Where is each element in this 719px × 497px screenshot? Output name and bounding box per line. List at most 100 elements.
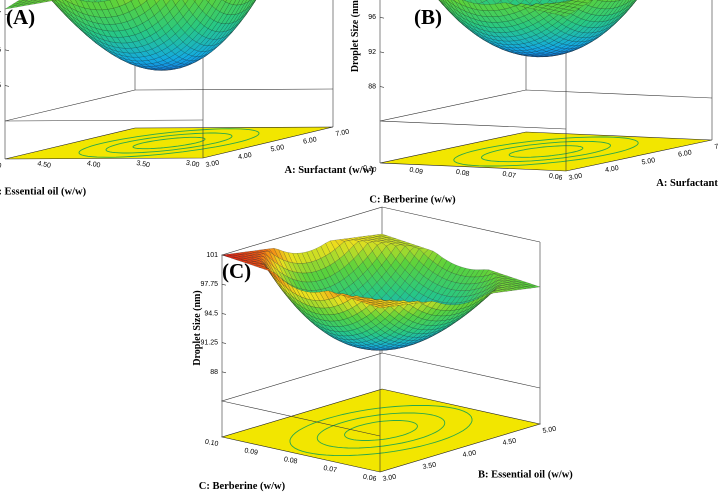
z-axis-title: Droplet Size (nm) xyxy=(192,290,203,365)
z-tick-mark xyxy=(379,86,385,88)
z-tick-mark xyxy=(221,254,227,257)
surface-plot-3: 88 91.25 94.5 97.75 101 Droplet Size (nm) 3.00… xyxy=(192,206,573,492)
x-tick-label: 3.50 xyxy=(422,462,437,471)
y-axis-title: C: Berberine (w/w) xyxy=(369,195,456,206)
response-surface xyxy=(438,0,637,57)
surface-cell xyxy=(194,0,204,7)
surface-plot-1: 88.590.692.794.896.9Droplet Size (nm)3.0… xyxy=(0,0,374,198)
surface-cell xyxy=(499,0,502,2)
box-base-edges xyxy=(379,89,713,130)
surface-cell xyxy=(45,0,54,2)
z-tick-mark xyxy=(379,16,385,19)
y-axis-title: C: Berberine (w/w) xyxy=(199,481,286,492)
z-tick-label: 101 xyxy=(206,252,218,259)
contour-floor xyxy=(379,131,713,172)
contour-line xyxy=(78,128,260,158)
z-tick-label: 88 xyxy=(210,369,218,376)
z-tick-label: 92 xyxy=(368,49,376,56)
contour-line xyxy=(344,420,418,441)
y-tick-label: 0.10 xyxy=(204,439,219,448)
panel-label: (A) xyxy=(6,5,35,29)
surface-cell xyxy=(254,0,256,2)
x-axis-title: A: Surfactant (w/w) xyxy=(656,178,719,189)
surface-cell xyxy=(636,0,637,1)
surface-cell xyxy=(208,0,216,7)
y-tick-label: 0.07 xyxy=(502,171,517,180)
surface-cell xyxy=(225,0,232,4)
z-tick-label: 97.75 xyxy=(200,281,218,288)
z-tick-label: 91.25 xyxy=(200,340,218,347)
y-tick-label: 0.10 xyxy=(362,165,377,174)
surface-cell xyxy=(615,0,620,2)
surface-cell xyxy=(154,0,160,4)
x-tick-label: 7.00 xyxy=(335,129,350,138)
z-tick-label: 94.5 xyxy=(204,310,218,317)
z-tick-mark xyxy=(379,51,385,54)
response-surface xyxy=(4,0,257,71)
x-tick-label: 4.00 xyxy=(462,450,477,459)
contour-floor xyxy=(220,388,542,473)
surface-cell xyxy=(206,0,210,3)
surface-cell xyxy=(163,0,171,5)
box-base-edges xyxy=(4,88,334,122)
z-tick-mark xyxy=(221,283,227,286)
x-tick-label: 4.00 xyxy=(605,165,620,174)
z-tick-label: 88 xyxy=(368,83,376,90)
z-tick-mark xyxy=(221,371,227,374)
surface-cell xyxy=(172,0,180,6)
z-tick-mark xyxy=(4,85,10,87)
y-tick-label: 3.50 xyxy=(136,160,151,169)
surface-cell xyxy=(138,0,147,6)
surface-cell xyxy=(123,0,132,5)
surface-cell xyxy=(452,0,456,2)
x-tick-label: 7.00 xyxy=(714,142,719,151)
contour-line xyxy=(481,140,611,163)
z-tick-mark xyxy=(4,49,10,52)
surface-cell xyxy=(560,12,571,17)
surface-cell xyxy=(446,0,449,2)
panel-label: (B) xyxy=(414,5,442,29)
z-tick-label: 88.5 xyxy=(0,82,1,89)
y-tick-label: 0.07 xyxy=(323,465,338,474)
surface-cell xyxy=(130,0,133,2)
z-tick-label: 90.6 xyxy=(0,47,1,54)
y-tick-label: 0.09 xyxy=(244,447,259,456)
z-tick-label: 96 xyxy=(368,14,376,21)
y-tick-label: 4.00 xyxy=(86,160,101,169)
x-axis-title: B: Essential oil (w/w) xyxy=(478,470,573,481)
x-tick-label: 4.00 xyxy=(238,152,253,161)
contour-line xyxy=(289,404,473,457)
y-tick-label: 3.00 xyxy=(185,160,200,169)
surface-cell xyxy=(606,0,613,2)
y-tick-label: 4.50 xyxy=(37,160,52,169)
z-tick-mark xyxy=(221,313,227,315)
surface-cell xyxy=(602,0,608,2)
surface-cell xyxy=(51,0,58,1)
y-tick-label: 5.00 xyxy=(0,161,2,170)
surface-cell xyxy=(439,0,440,1)
y-tick-label: 0.09 xyxy=(409,167,424,176)
contour-line xyxy=(105,132,233,154)
x-tick-label: 3.00 xyxy=(205,160,220,169)
z-tick-mark xyxy=(4,13,10,16)
x-tick-label: 6.00 xyxy=(678,149,693,158)
z-axis-title: Droplet Size (nm) xyxy=(350,0,361,72)
surface-cell xyxy=(610,0,617,2)
surface-cell xyxy=(536,0,542,3)
box-base-edges xyxy=(220,352,541,437)
contour-floor xyxy=(4,126,334,160)
response-surface xyxy=(221,233,541,351)
panel-label: (C) xyxy=(222,259,251,283)
z-tick-label: 92.7 xyxy=(0,11,1,18)
contour-line xyxy=(132,136,206,150)
y-tick-label: 0.06 xyxy=(548,173,563,182)
surface-cell xyxy=(597,0,604,2)
y-tick-label: 0.08 xyxy=(455,169,470,178)
x-tick-label: 3.00 xyxy=(382,474,397,483)
surface-cell xyxy=(619,0,622,1)
contour-line xyxy=(316,412,446,449)
contour-line xyxy=(453,136,639,167)
x-tick-label: 6.00 xyxy=(303,136,318,145)
x-tick-label: 5.00 xyxy=(641,157,656,166)
